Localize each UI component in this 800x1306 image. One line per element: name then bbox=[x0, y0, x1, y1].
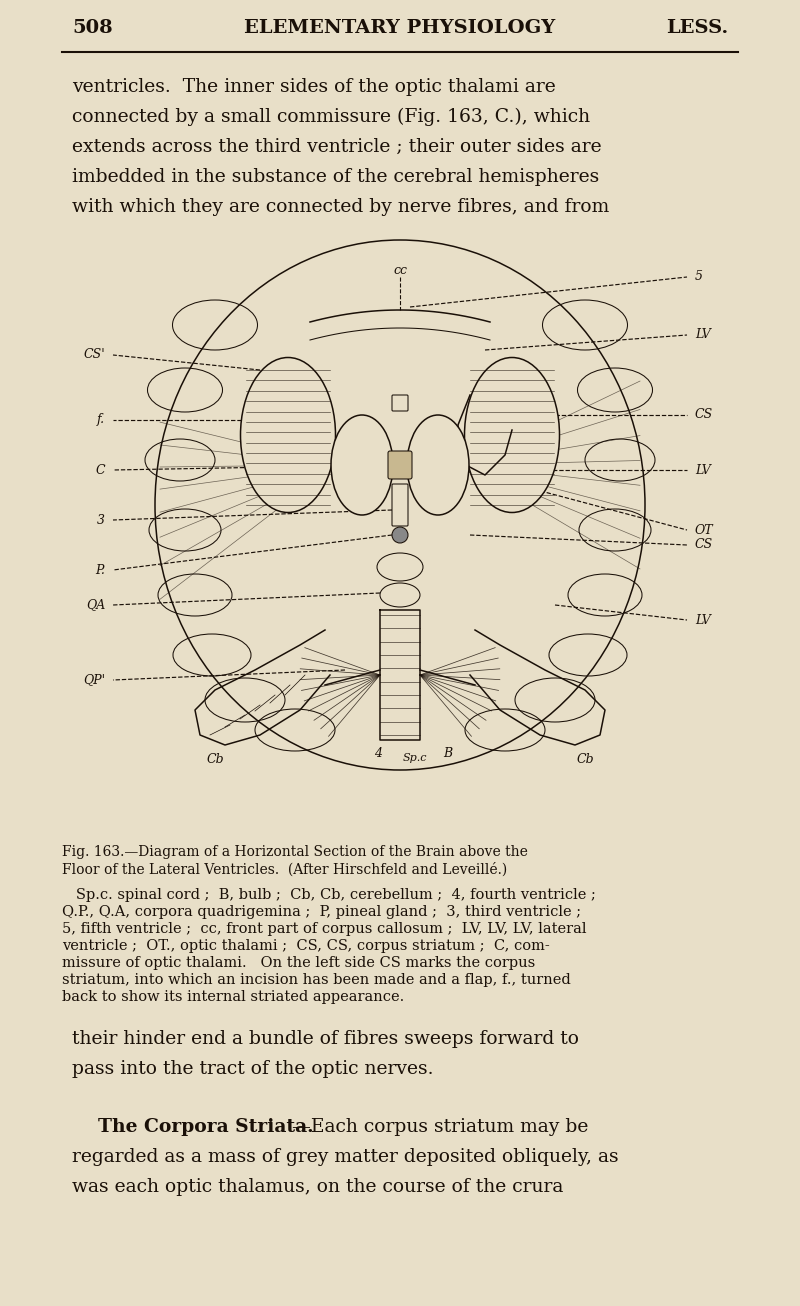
Ellipse shape bbox=[241, 358, 335, 512]
Text: LV: LV bbox=[695, 329, 710, 341]
Text: 5, fifth ventricle ;  cc, front part of corpus callosum ;  LV, LV, LV, lateral: 5, fifth ventricle ; cc, front part of c… bbox=[62, 922, 586, 936]
Text: Sp.c. spinal cord ;  B, bulb ;  Cb, Cb, cerebellum ;  4, fourth ventricle ;: Sp.c. spinal cord ; B, bulb ; Cb, Cb, ce… bbox=[62, 888, 596, 902]
Text: f.: f. bbox=[97, 414, 105, 427]
Text: CS: CS bbox=[695, 538, 714, 551]
Text: imbedded in the substance of the cerebral hemispheres: imbedded in the substance of the cerebra… bbox=[72, 168, 599, 185]
Text: regarded as a mass of grey matter deposited obliquely, as: regarded as a mass of grey matter deposi… bbox=[72, 1148, 618, 1166]
Text: cc: cc bbox=[393, 264, 407, 277]
Text: Fig. 163.—Diagram of a Horizontal Section of the Brain above the: Fig. 163.—Diagram of a Horizontal Sectio… bbox=[62, 845, 528, 859]
Ellipse shape bbox=[465, 358, 559, 512]
Text: B: B bbox=[443, 747, 453, 760]
Text: LESS.: LESS. bbox=[666, 20, 728, 37]
Text: was each optic thalamus, on the course of the crura: was each optic thalamus, on the course o… bbox=[72, 1178, 563, 1196]
Text: QA: QA bbox=[86, 598, 105, 611]
Text: with which they are connected by nerve fibres, and from: with which they are connected by nerve f… bbox=[72, 199, 610, 215]
Text: pass into the tract of the optic nerves.: pass into the tract of the optic nerves. bbox=[72, 1060, 434, 1077]
Text: ventricles.  The inner sides of the optic thalami are: ventricles. The inner sides of the optic… bbox=[72, 78, 556, 97]
Text: Cb: Cb bbox=[206, 754, 224, 767]
Text: CS: CS bbox=[695, 409, 714, 422]
Text: striatum, into which an incision has been made and a flap, f., turned: striatum, into which an incision has bee… bbox=[62, 973, 570, 987]
Text: Sp.c: Sp.c bbox=[403, 754, 427, 763]
Ellipse shape bbox=[331, 415, 393, 515]
Text: P.: P. bbox=[95, 563, 105, 576]
Text: The Corpora Striata.: The Corpora Striata. bbox=[72, 1118, 314, 1136]
Ellipse shape bbox=[392, 528, 408, 543]
Ellipse shape bbox=[380, 582, 420, 607]
Text: ventricle ;  OT., optic thalami ;  CS, CS, corpus striatum ;  C, com-: ventricle ; OT., optic thalami ; CS, CS,… bbox=[62, 939, 550, 953]
Text: QP': QP' bbox=[83, 674, 105, 687]
Text: Q.P., Q.A, corpora quadrigemina ;  P, pineal gland ;  3, third ventricle ;: Q.P., Q.A, corpora quadrigemina ; P, pin… bbox=[62, 905, 581, 919]
Text: LV: LV bbox=[695, 614, 710, 627]
Text: missure of optic thalami.   On the left side CS marks the corpus: missure of optic thalami. On the left si… bbox=[62, 956, 535, 970]
Text: 3: 3 bbox=[97, 513, 105, 526]
Text: C: C bbox=[95, 464, 105, 477]
FancyBboxPatch shape bbox=[392, 394, 408, 411]
Text: ELEMENTARY PHYSIOLOGY: ELEMENTARY PHYSIOLOGY bbox=[244, 20, 556, 37]
Text: their hinder end a bundle of fibres sweeps forward to: their hinder end a bundle of fibres swee… bbox=[72, 1030, 579, 1047]
Ellipse shape bbox=[407, 415, 469, 515]
Text: connected by a small commissure (Fig. 163, C.), which: connected by a small commissure (Fig. 16… bbox=[72, 108, 590, 127]
Text: Cb: Cb bbox=[576, 754, 594, 767]
Ellipse shape bbox=[377, 552, 423, 581]
Text: 4: 4 bbox=[374, 747, 382, 760]
Text: LV: LV bbox=[695, 464, 710, 477]
FancyBboxPatch shape bbox=[388, 451, 412, 479]
FancyBboxPatch shape bbox=[392, 485, 408, 526]
Text: —Each corpus striatum may be: —Each corpus striatum may be bbox=[292, 1118, 588, 1136]
Text: Floor of the Lateral Ventricles.  (After Hirschfeld and Leveillé.): Floor of the Lateral Ventricles. (After … bbox=[62, 862, 507, 876]
Text: back to show its internal striated appearance.: back to show its internal striated appea… bbox=[62, 990, 404, 1004]
Text: OT: OT bbox=[695, 524, 714, 537]
Text: 5: 5 bbox=[695, 270, 703, 283]
Text: 508: 508 bbox=[72, 20, 113, 37]
Text: extends across the third ventricle ; their outer sides are: extends across the third ventricle ; the… bbox=[72, 138, 602, 155]
Text: CS': CS' bbox=[83, 349, 105, 362]
